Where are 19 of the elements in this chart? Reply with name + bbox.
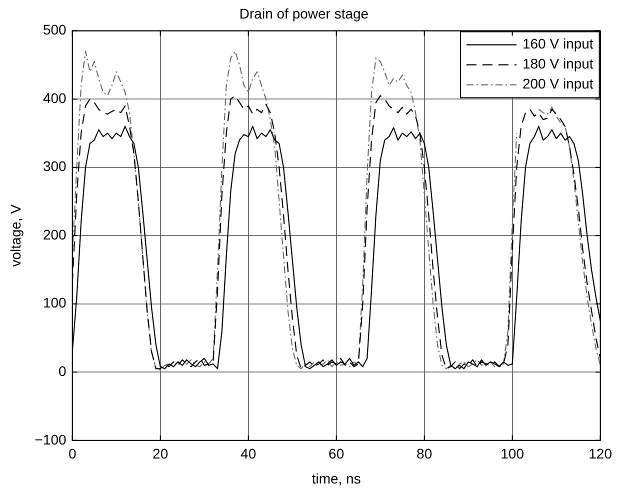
x-tick-label: 20 xyxy=(152,446,168,462)
y-tick-label: 400 xyxy=(42,90,67,106)
y-tick-label: 0 xyxy=(58,362,67,379)
legend-label: 200 V input xyxy=(522,76,594,92)
x-tick-label: 60 xyxy=(328,446,344,462)
y-tick-label: 100 xyxy=(42,294,67,311)
x-tick-label: 100 xyxy=(500,446,524,462)
y-tick-label: 200 xyxy=(42,226,67,242)
legend-label: 180 V input xyxy=(522,56,594,72)
y-tick-label: −100 xyxy=(34,431,67,448)
y-tick-label: 300 xyxy=(42,158,67,174)
x-axis-title: time, ns xyxy=(312,470,361,486)
x-tick-label: 80 xyxy=(416,446,432,462)
x-tick-label: 120 xyxy=(588,446,612,462)
y-axis-title: voltage, V xyxy=(7,204,24,267)
chart-title: Drain of power stage xyxy=(239,5,369,22)
legend-label: 160 V input xyxy=(522,36,594,52)
x-tick-label: 40 xyxy=(240,446,256,462)
y-tick-label: 500 xyxy=(42,22,67,38)
